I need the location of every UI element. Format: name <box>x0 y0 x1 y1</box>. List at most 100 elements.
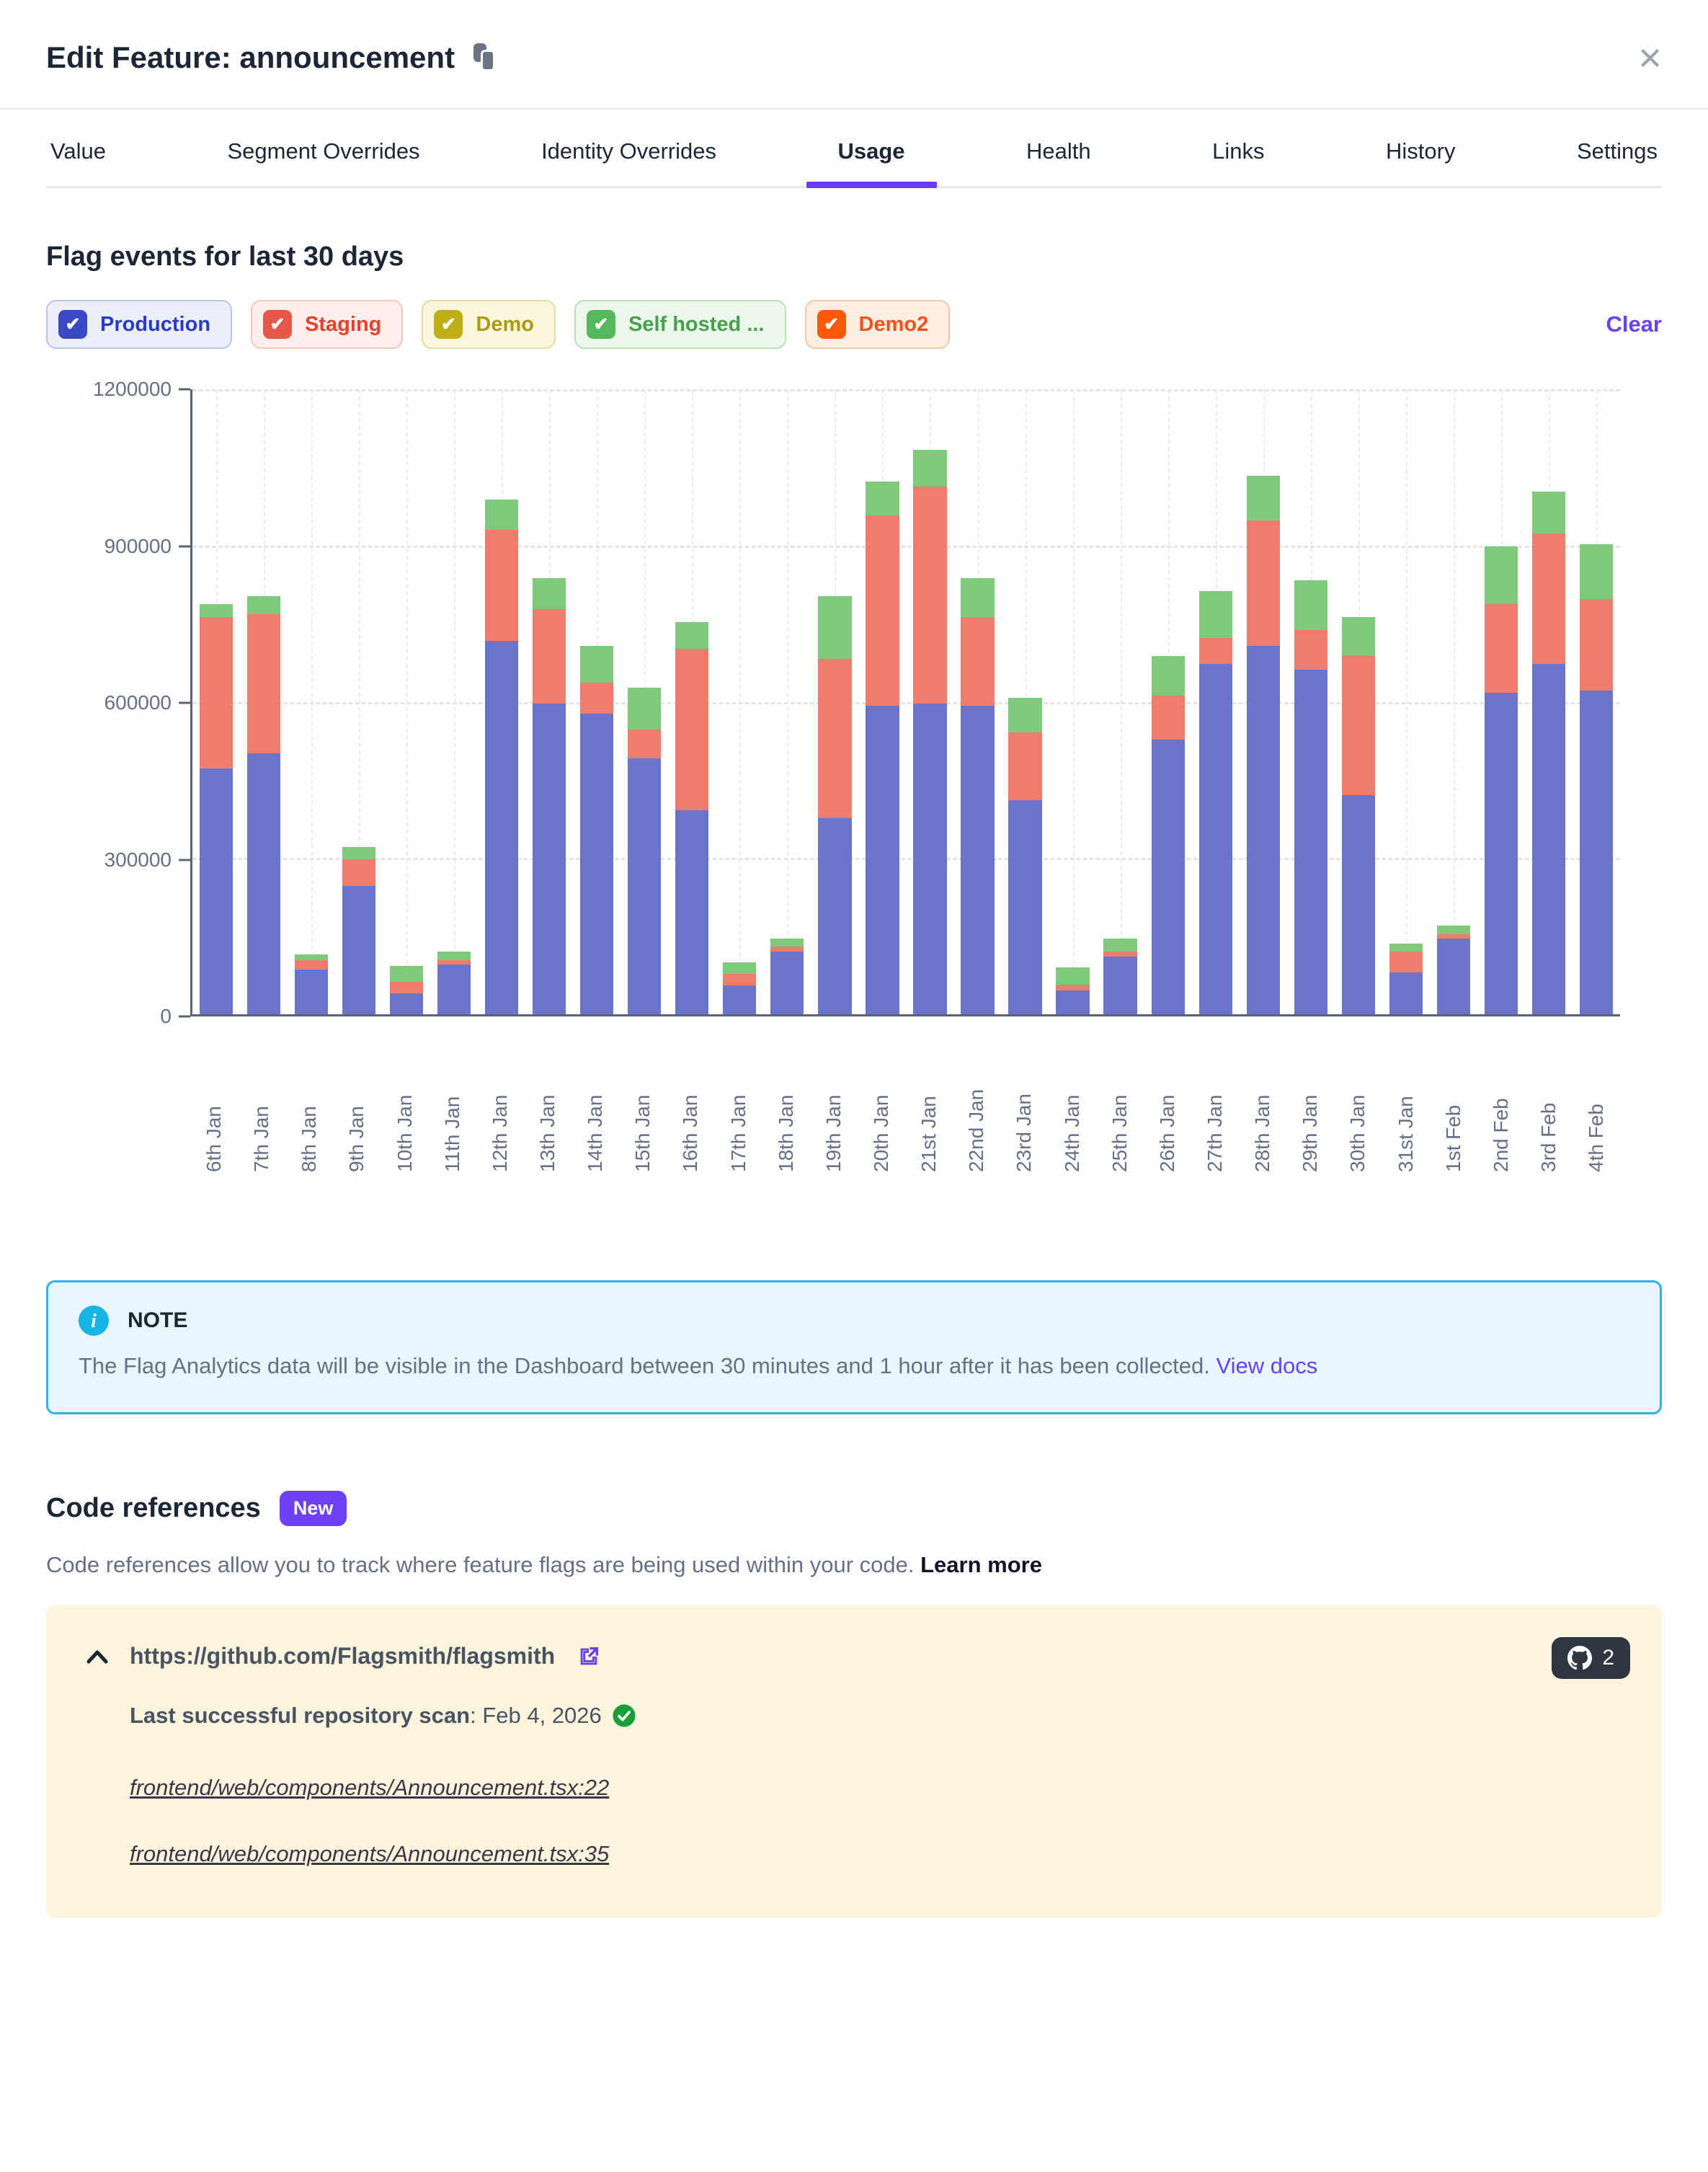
stacked-bar-16th-jan <box>675 622 709 1014</box>
copy-icon[interactable] <box>473 43 498 72</box>
repo-url-link[interactable]: https://github.com/Flagsmith/flagsmith <box>130 1643 556 1670</box>
stacked-bar-19th-jan <box>818 596 852 1014</box>
bar-segment-production <box>675 810 709 1014</box>
bar-segment-self-hosted <box>533 577 566 610</box>
stacked-bar-31st-jan <box>1389 944 1423 1014</box>
checkbox-icon[interactable]: ✔ <box>434 310 463 339</box>
stacked-bar-8th-jan <box>294 954 329 1014</box>
x-tick-label: 21st Jan <box>917 1096 940 1172</box>
tab-identity-overrides[interactable]: Identity Overrides <box>541 138 716 164</box>
bar-segment-production <box>485 640 519 1014</box>
bar-slot <box>1002 389 1049 1014</box>
note-body: The Flag Analytics data will be visible … <box>79 1353 1318 1378</box>
usage-section: Flag events for last 30 days ✔ Production… <box>0 241 1708 1172</box>
checkbox-icon[interactable]: ✔ <box>586 310 615 339</box>
code-references-description: Code references allow you to track where… <box>46 1552 1042 1578</box>
bar-segment-self-hosted <box>485 499 519 530</box>
x-tick-label: 20th Jan <box>870 1094 893 1172</box>
bar-segment-staging <box>723 974 757 986</box>
bar-slot <box>240 389 288 1014</box>
legend-chip-label: Production <box>100 312 211 336</box>
learn-more-link[interactable]: Learn more <box>920 1552 1042 1578</box>
bar-segment-self-hosted <box>818 596 852 659</box>
x-tick-label: 14th Jan <box>584 1094 607 1172</box>
check-circle-icon <box>613 1704 636 1727</box>
bar-segment-self-hosted <box>580 645 614 683</box>
x-tick-label: 13th Jan <box>536 1094 559 1172</box>
legend-chip-production[interactable]: ✔ Production <box>46 300 233 349</box>
bar-segment-self-hosted <box>1436 925 1470 935</box>
x-tick-label: 24th Jan <box>1060 1094 1083 1172</box>
tab-value[interactable]: Value <box>50 138 106 164</box>
tab-links[interactable]: Links <box>1212 138 1265 164</box>
bar-segment-self-hosted <box>913 450 947 487</box>
bar-slot <box>1144 389 1192 1014</box>
stacked-bar-11th-jan <box>437 952 471 1014</box>
tab-segment-overrides[interactable]: Segment Overrides <box>227 138 420 164</box>
bar-segment-self-hosted <box>628 687 662 730</box>
external-link-icon[interactable] <box>577 1644 601 1669</box>
bar-segment-production <box>1294 669 1327 1014</box>
bar-segment-staging <box>1198 638 1232 665</box>
bar-segment-self-hosted <box>1579 544 1614 599</box>
checkbox-icon[interactable]: ✔ <box>817 310 846 339</box>
bar-segment-staging <box>485 529 519 641</box>
bar-slot <box>1097 389 1144 1014</box>
y-tick-mark <box>179 545 190 547</box>
bar-segment-staging <box>199 617 233 769</box>
bar-slot <box>383 389 430 1014</box>
y-tick-mark <box>179 859 190 861</box>
modal-header: Edit Feature: announcement × <box>0 0 1708 110</box>
x-tick-label: 8th Jan <box>298 1106 321 1172</box>
tab-history[interactable]: History <box>1386 138 1456 164</box>
bar-segment-self-hosted <box>1389 944 1423 952</box>
x-tick-label: 22nd Jan <box>965 1089 988 1172</box>
y-tick-label: 900000 <box>104 534 172 557</box>
bar-slot <box>763 389 811 1014</box>
bar-segment-production <box>1531 664 1565 1014</box>
chevron-up-icon[interactable] <box>86 1649 108 1664</box>
x-tick-label: 6th Jan <box>203 1106 226 1172</box>
close-icon[interactable]: × <box>1638 35 1662 80</box>
x-tick-label: 29th Jan <box>1299 1094 1322 1172</box>
bar-slot <box>668 389 716 1014</box>
x-tick-label: 26th Jan <box>1155 1094 1178 1172</box>
legend-chip-demo[interactable]: ✔ Demo <box>422 300 556 349</box>
checkbox-icon[interactable]: ✔ <box>58 310 87 339</box>
bar-segment-production <box>199 768 233 1014</box>
tab-usage[interactable]: Usage <box>806 138 937 188</box>
x-tick-label: 17th Jan <box>726 1094 750 1172</box>
gridline <box>192 701 1620 704</box>
x-tick-label: 10th Jan <box>393 1094 416 1172</box>
legend-chip-self-hosted[interactable]: ✔ Self hosted ... <box>574 300 786 349</box>
stacked-bar-15th-jan <box>628 687 662 1014</box>
bar-segment-staging <box>294 960 329 970</box>
repo-panel: https://github.com/Flagsmith/flagsmith 2… <box>46 1605 1662 1918</box>
tab-health[interactable]: Health <box>1026 138 1091 164</box>
bar-segment-self-hosted <box>1151 656 1185 696</box>
bar-slot <box>954 389 1002 1014</box>
bar-segment-production <box>913 703 947 1014</box>
checkbox-icon[interactable]: ✔ <box>263 310 293 339</box>
bar-slot <box>1240 389 1287 1014</box>
note-box: i NOTE The Flag Analytics data will be v… <box>46 1280 1662 1415</box>
bar-segment-self-hosted <box>723 962 757 975</box>
code-reference-file-link[interactable]: frontend/web/components/Announcement.tsx… <box>130 1841 610 1867</box>
github-count-badge[interactable]: 2 <box>1552 1637 1630 1680</box>
code-reference-file-link[interactable]: frontend/web/components/Announcement.tsx… <box>130 1775 610 1801</box>
x-tick-label: 28th Jan <box>1251 1094 1274 1172</box>
bar-slot <box>192 389 240 1014</box>
code-references-section: Code references New Code references allo… <box>46 1491 1662 1982</box>
view-docs-link[interactable]: View docs <box>1216 1353 1318 1378</box>
code-references-heading: Code references <box>46 1493 261 1524</box>
clear-button[interactable]: Clear <box>1606 311 1662 337</box>
legend-chip-demo2[interactable]: ✔ Demo2 <box>804 300 951 349</box>
bar-slot <box>430 389 478 1014</box>
tab-settings[interactable]: Settings <box>1576 138 1658 164</box>
reference-count: 2 <box>1602 1646 1614 1670</box>
bar-segment-production <box>1389 972 1423 1014</box>
x-tick-label: 18th Jan <box>774 1094 797 1172</box>
legend-chip-staging[interactable]: ✔ Staging <box>251 300 404 349</box>
bar-segment-staging <box>1579 598 1614 691</box>
bar-segment-staging <box>390 982 424 993</box>
